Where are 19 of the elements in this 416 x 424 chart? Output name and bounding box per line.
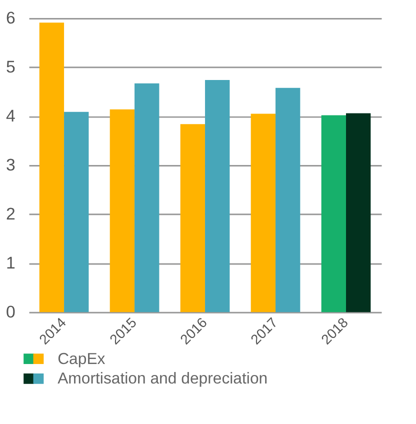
bar xyxy=(39,22,64,312)
y-tick-label: 6 xyxy=(6,8,16,28)
bar xyxy=(110,109,135,312)
y-tick-label: 4 xyxy=(6,106,16,126)
y-tick-label: 3 xyxy=(6,156,16,175)
y-tick-label: 2 xyxy=(6,204,16,224)
y-tick-label: 5 xyxy=(6,58,16,77)
bar xyxy=(180,124,206,312)
y-tick-label: 0 xyxy=(6,302,16,322)
legend-label: CapEx xyxy=(58,350,106,368)
bar xyxy=(276,88,300,312)
bar xyxy=(64,112,89,312)
bar xyxy=(250,114,276,312)
legend-label: Amortisation and depreciation xyxy=(58,370,268,388)
bar xyxy=(346,113,371,312)
bar xyxy=(205,80,230,312)
bar xyxy=(134,83,160,312)
y-tick-label: 1 xyxy=(6,254,16,273)
bar xyxy=(321,115,346,312)
